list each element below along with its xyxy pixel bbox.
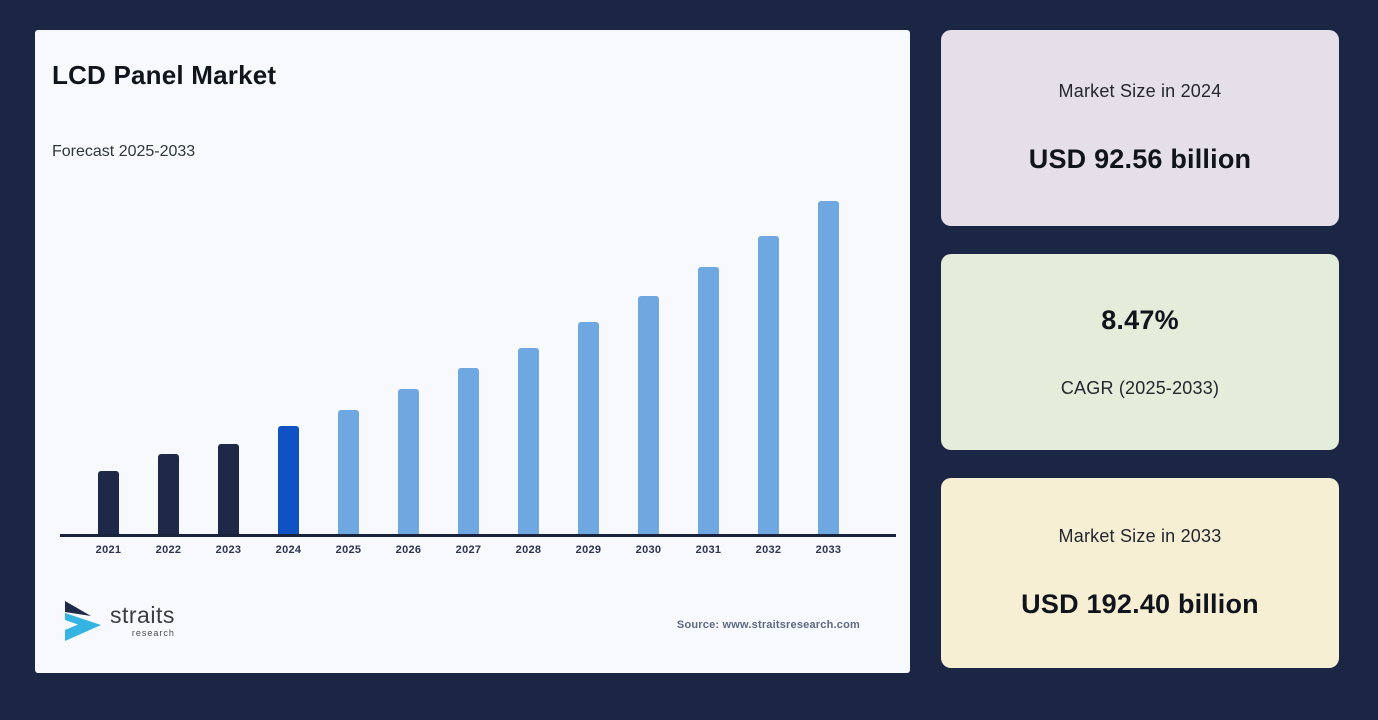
stat-label: CAGR (2025-2033) [1060,378,1220,398]
stat-value: USD 192.40 billion [1021,589,1259,619]
stat-label: Market Size in 2033 [1058,526,1222,546]
logo-text: straits research [110,602,175,639]
x-tick-2033: 2033 [815,544,842,556]
source-attribution: Source: www.straitsresearch.com [676,619,860,631]
x-axis-labels: 2021 2022 2023 2024 2025 2026 2027 2028 2029 2030… [60,544,896,564]
x-tick-2025: 2025 [335,544,362,556]
x-tick-2024: 2024 [275,544,302,556]
stat-value: USD 92.56 billion [1028,144,1252,174]
bar-2024 [278,426,299,534]
straits-research-logo: straits research [63,599,175,643]
stat-label: Market Size in 2024 [1058,81,1222,101]
x-tick-2022: 2022 [155,544,182,556]
x-tick-2021: 2021 [95,544,122,556]
bar-2026 [398,389,419,534]
bar-chart-plot [60,190,896,537]
bar-2028 [518,348,539,534]
bar-2021 [98,471,119,534]
x-tick-2026: 2026 [395,544,422,556]
bar-2029 [578,322,599,534]
logo-name: straits [110,602,175,628]
x-tick-2023: 2023 [215,544,242,556]
bar-2025 [338,410,359,534]
straits-logo-icon [65,601,101,641]
stat-card-market-size-2033: Market Size in 2033 USD 192.40 billion [941,478,1339,668]
stat-card-cagr: 8.47% CAGR (2025-2033) [941,254,1339,450]
page-title: LCD Panel Market [52,60,277,90]
x-tick-2029: 2029 [575,544,602,556]
x-tick-2030: 2030 [635,544,662,556]
bar-2032 [758,236,779,534]
bar-2030 [638,296,659,534]
x-tick-2031: 2031 [695,544,722,556]
bar-2033 [818,201,839,534]
chart-card: LCD Panel Market Forecast 2025-2033 2021… [35,30,910,673]
bar-2031 [698,267,719,534]
logo-subtext: research [131,628,175,638]
x-tick-2032: 2032 [755,544,782,556]
x-tick-2028: 2028 [515,544,542,556]
bar-2022 [158,454,179,534]
x-tick-2027: 2027 [455,544,482,556]
stat-value: 8.47% [1101,305,1179,335]
stat-card-market-size-2024: Market Size in 2024 USD 92.56 billion [941,30,1339,226]
bar-2027 [458,368,479,534]
chart-subtitle: Forecast 2025-2033 [52,143,196,160]
bar-2023 [218,444,239,534]
